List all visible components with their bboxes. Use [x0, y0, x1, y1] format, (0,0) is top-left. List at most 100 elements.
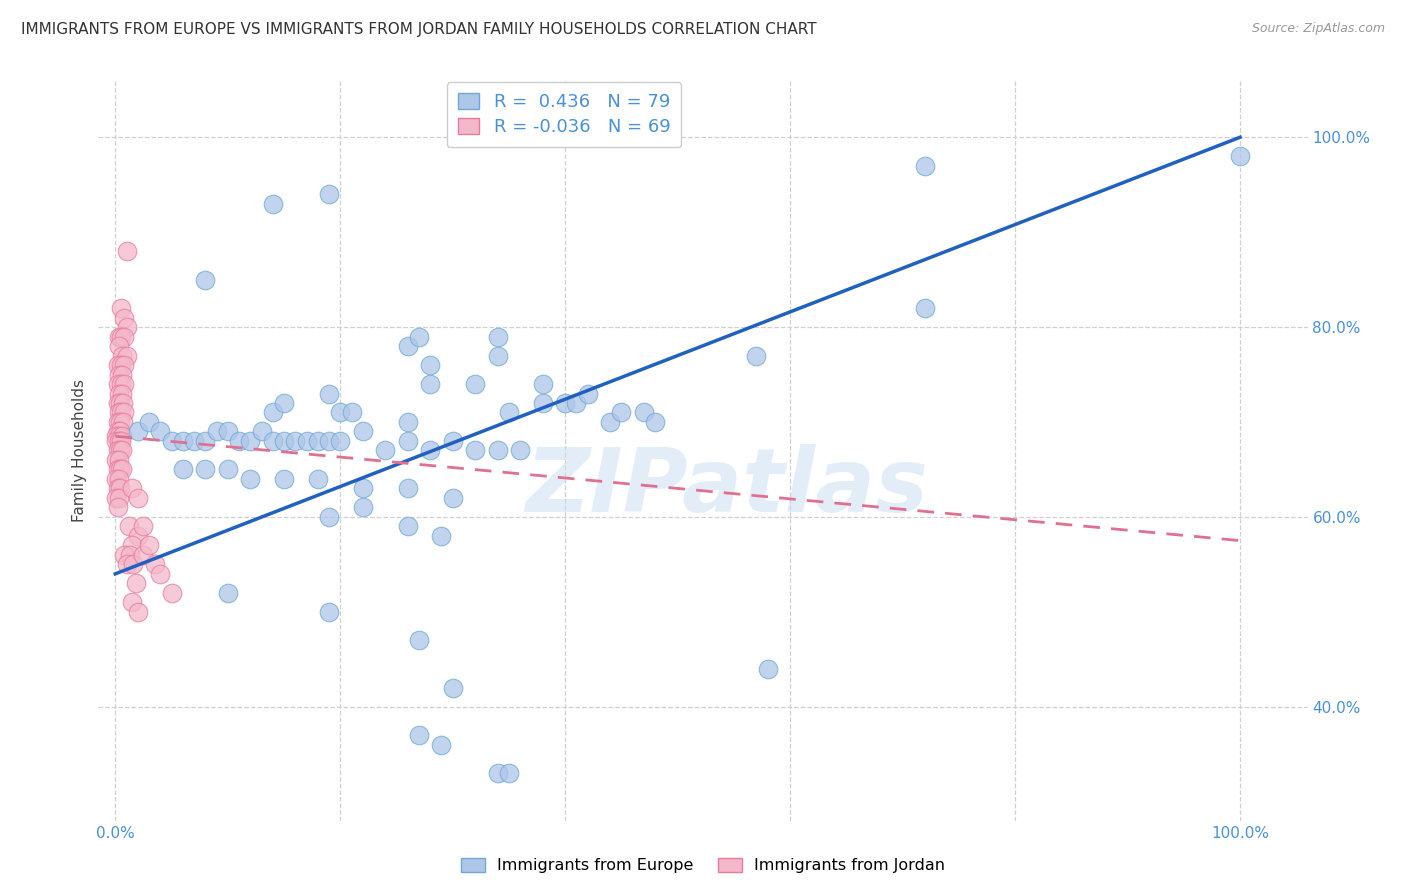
Point	[112, 358, 135, 372]
Point	[217, 425, 239, 439]
Point	[160, 434, 183, 448]
Point	[250, 425, 273, 439]
Point	[352, 482, 374, 496]
Point	[110, 405, 132, 419]
Point	[108, 443, 131, 458]
Point	[107, 500, 129, 515]
Point	[172, 462, 194, 476]
Point	[262, 196, 284, 211]
Point	[160, 586, 183, 600]
Point	[105, 472, 128, 486]
Point	[329, 434, 352, 448]
Point	[127, 605, 149, 619]
Point	[112, 415, 135, 429]
Point	[486, 349, 509, 363]
Point	[498, 766, 520, 780]
Point	[914, 159, 936, 173]
Point	[122, 558, 145, 572]
Point	[228, 434, 250, 448]
Point	[509, 443, 531, 458]
Point	[441, 434, 464, 448]
Point	[284, 434, 307, 448]
Point	[138, 538, 160, 552]
Point	[262, 434, 284, 448]
Point	[430, 529, 453, 543]
Point	[340, 405, 363, 419]
Legend: R =  0.436   N = 79, R = -0.036   N = 69: R = 0.436 N = 79, R = -0.036 N = 69	[447, 82, 682, 147]
Point	[194, 462, 217, 476]
Point	[486, 329, 509, 343]
Point	[124, 576, 146, 591]
Point	[111, 429, 134, 443]
Point	[239, 472, 262, 486]
Point	[756, 662, 779, 676]
Point	[110, 377, 132, 392]
Point	[105, 491, 128, 505]
Point	[914, 301, 936, 315]
Point	[419, 377, 441, 392]
Point	[107, 386, 129, 401]
Point	[107, 415, 129, 429]
Point	[132, 519, 155, 533]
Point	[107, 453, 129, 467]
Point	[396, 415, 419, 429]
Point	[107, 377, 129, 392]
Point	[318, 605, 340, 619]
Point	[105, 434, 128, 448]
Point	[217, 586, 239, 600]
Point	[121, 538, 143, 552]
Point	[107, 434, 129, 448]
Point	[374, 443, 396, 458]
Point	[318, 509, 340, 524]
Point	[112, 548, 135, 562]
Point	[419, 443, 441, 458]
Point	[107, 405, 129, 419]
Point	[108, 482, 131, 496]
Point	[112, 377, 135, 392]
Point	[112, 396, 135, 410]
Point	[149, 425, 172, 439]
Text: IMMIGRANTS FROM EUROPE VS IMMIGRANTS FROM JORDAN FAMILY HOUSEHOLDS CORRELATION C: IMMIGRANTS FROM EUROPE VS IMMIGRANTS FRO…	[21, 22, 817, 37]
Y-axis label: Family Households: Family Households	[72, 379, 87, 522]
Point	[498, 405, 520, 419]
Point	[107, 462, 129, 476]
Point	[107, 396, 129, 410]
Point	[115, 349, 138, 363]
Point	[419, 358, 441, 372]
Point	[307, 434, 329, 448]
Point	[633, 405, 655, 419]
Point	[115, 558, 138, 572]
Point	[318, 386, 340, 401]
Point	[112, 329, 135, 343]
Point	[239, 434, 262, 448]
Point	[396, 482, 419, 496]
Point	[441, 681, 464, 695]
Point	[108, 415, 131, 429]
Point	[108, 396, 131, 410]
Point	[121, 482, 143, 496]
Point	[183, 434, 205, 448]
Point	[107, 329, 129, 343]
Point	[273, 434, 295, 448]
Point	[464, 377, 486, 392]
Point	[115, 244, 138, 259]
Point	[107, 472, 129, 486]
Point	[107, 368, 129, 382]
Point	[644, 415, 666, 429]
Point	[110, 434, 132, 448]
Point	[396, 519, 419, 533]
Point	[127, 425, 149, 439]
Point	[318, 187, 340, 202]
Point	[1229, 149, 1251, 163]
Point	[107, 443, 129, 458]
Point	[217, 462, 239, 476]
Point	[108, 462, 131, 476]
Point	[441, 491, 464, 505]
Point	[143, 558, 166, 572]
Point	[111, 443, 134, 458]
Text: Source: ZipAtlas.com: Source: ZipAtlas.com	[1251, 22, 1385, 36]
Point	[111, 462, 134, 476]
Point	[745, 349, 768, 363]
Point	[107, 491, 129, 505]
Point	[127, 491, 149, 505]
